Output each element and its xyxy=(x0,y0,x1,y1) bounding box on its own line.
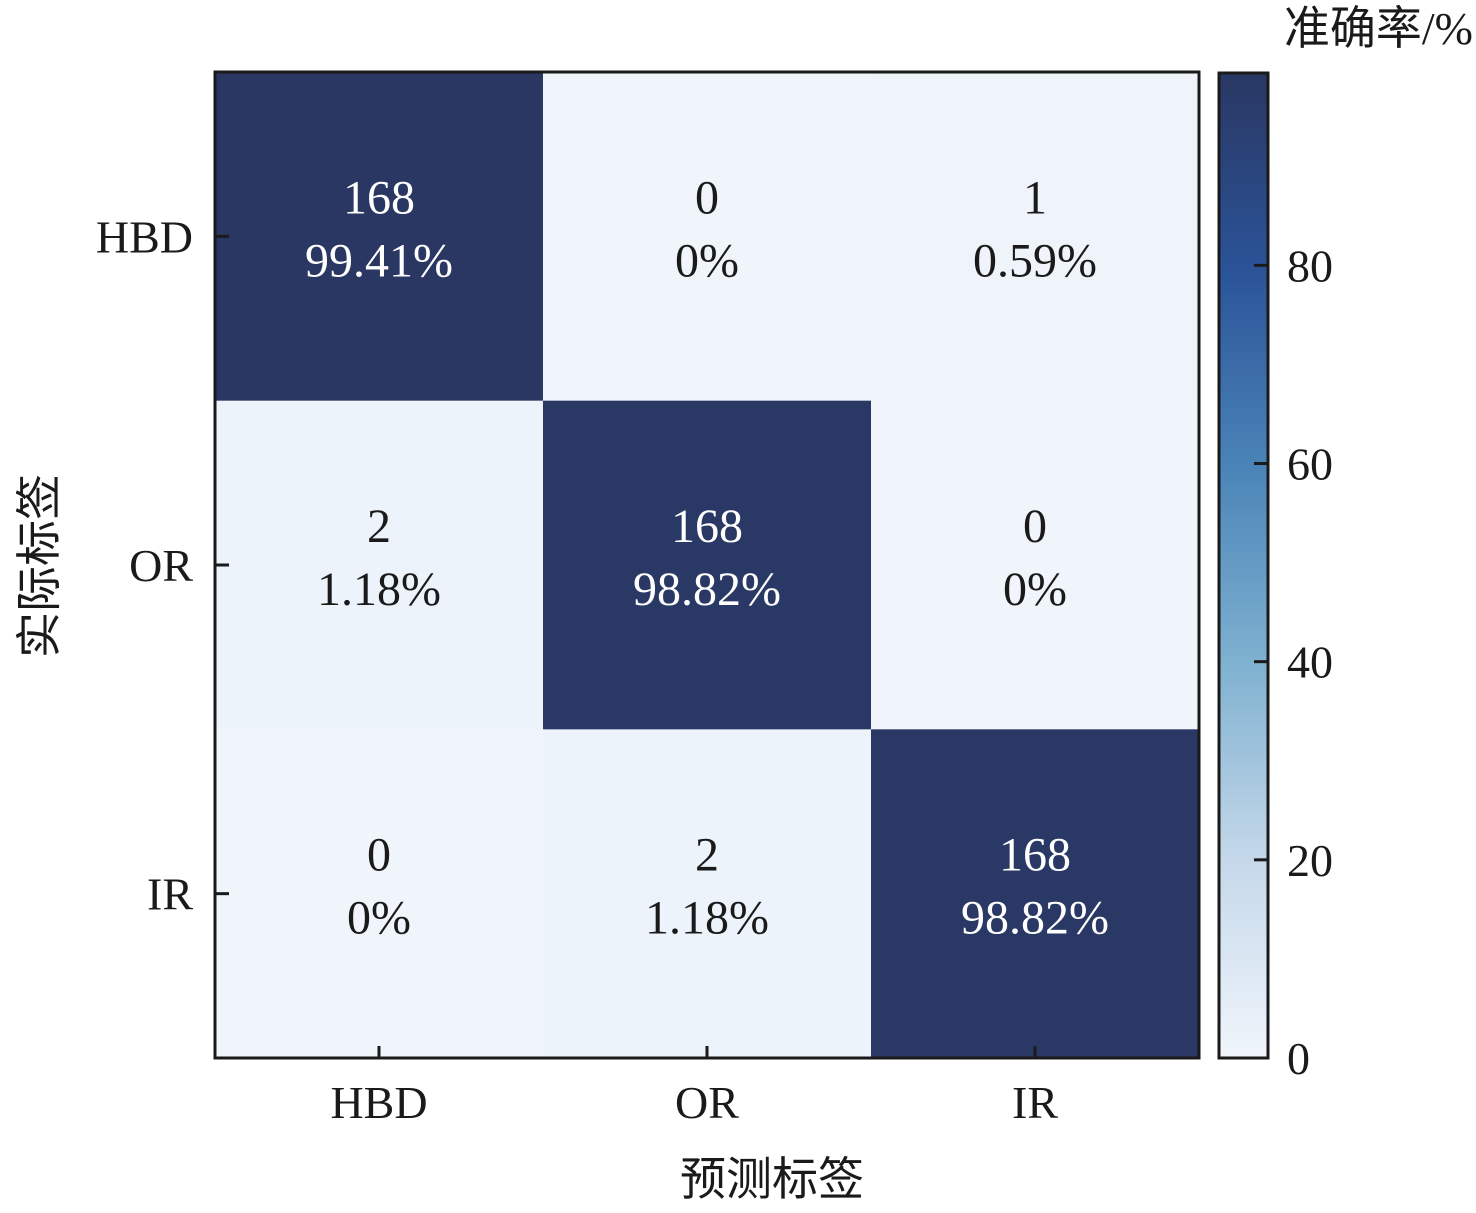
axes: HBD OR IR HBD OR IR xyxy=(96,211,1058,1128)
heatmap-cell: 168 99.41% xyxy=(215,72,544,402)
x-tick-label: OR xyxy=(675,1077,739,1128)
cell-count: 2 xyxy=(695,829,719,882)
heatmap-cell: 2 1.18% xyxy=(215,400,544,730)
cell-rect xyxy=(215,72,544,402)
cell-count: 2 xyxy=(367,500,391,553)
heatmap-cell: 1 0.59% xyxy=(871,72,1200,402)
colorbar-tick-label: 40 xyxy=(1287,637,1333,688)
heatmap-cell: 2 1.18% xyxy=(543,729,872,1059)
cell-count: 0 xyxy=(1023,500,1047,553)
colorbar-tick-label: 60 xyxy=(1287,438,1333,489)
colorbar xyxy=(1217,71,1270,1060)
cell-percent: 1.18% xyxy=(317,563,441,616)
cell-percent: 98.82% xyxy=(961,892,1109,945)
cell-count: 0 xyxy=(367,829,391,882)
cell-rect xyxy=(871,729,1200,1059)
y-axis-label: 实际标签 xyxy=(14,474,65,658)
cell-percent: 0.59% xyxy=(973,234,1097,287)
x-axis-label: 预测标签 xyxy=(680,1154,864,1205)
cell-rect xyxy=(543,400,872,730)
colorbar-tick-label: 0 xyxy=(1287,1033,1310,1084)
cell-percent: 1.18% xyxy=(645,892,769,945)
cell-count: 0 xyxy=(695,171,719,224)
x-tick-label: HBD xyxy=(330,1077,427,1128)
colorbar-tick-label: 80 xyxy=(1287,240,1333,291)
colorbar-ticks: 0 20 40 60 80 xyxy=(1254,240,1333,1084)
cell-percent: 0% xyxy=(347,892,411,945)
x-tick-label: IR xyxy=(1012,1077,1058,1128)
cell-rect xyxy=(871,400,1200,730)
colorbar-label: 准确率/% xyxy=(1284,3,1473,54)
heatmap-cell: 168 98.82% xyxy=(871,729,1200,1059)
heatmap-cell: 168 98.82% xyxy=(543,400,872,730)
cell-percent: 0% xyxy=(1003,563,1067,616)
cell-count: 168 xyxy=(343,171,415,224)
cell-count: 1 xyxy=(1023,171,1047,224)
heatmap-cell: 00% xyxy=(543,72,872,402)
heatmap-cells: 16899.41%00%10.59%21.18%16898.82%00%00%2… xyxy=(215,72,1200,1059)
heatmap-cell: 00% xyxy=(215,729,544,1059)
heatmap-cell: 00% xyxy=(871,400,1200,730)
cell-rect xyxy=(215,400,544,730)
cell-rect xyxy=(215,729,544,1059)
cell-count: 168 xyxy=(671,500,743,553)
y-tick-label: OR xyxy=(129,540,193,591)
cell-percent: 99.41% xyxy=(305,234,453,287)
cell-rect xyxy=(543,72,872,402)
y-tick-label: IR xyxy=(147,869,193,920)
cell-rect xyxy=(543,729,872,1059)
y-tick-label: HBD xyxy=(96,211,193,262)
cell-count: 168 xyxy=(999,829,1071,882)
colorbar-tick-label: 20 xyxy=(1287,835,1333,886)
cell-rect xyxy=(871,72,1200,402)
cell-percent: 0% xyxy=(675,234,739,287)
cell-percent: 98.82% xyxy=(633,563,781,616)
